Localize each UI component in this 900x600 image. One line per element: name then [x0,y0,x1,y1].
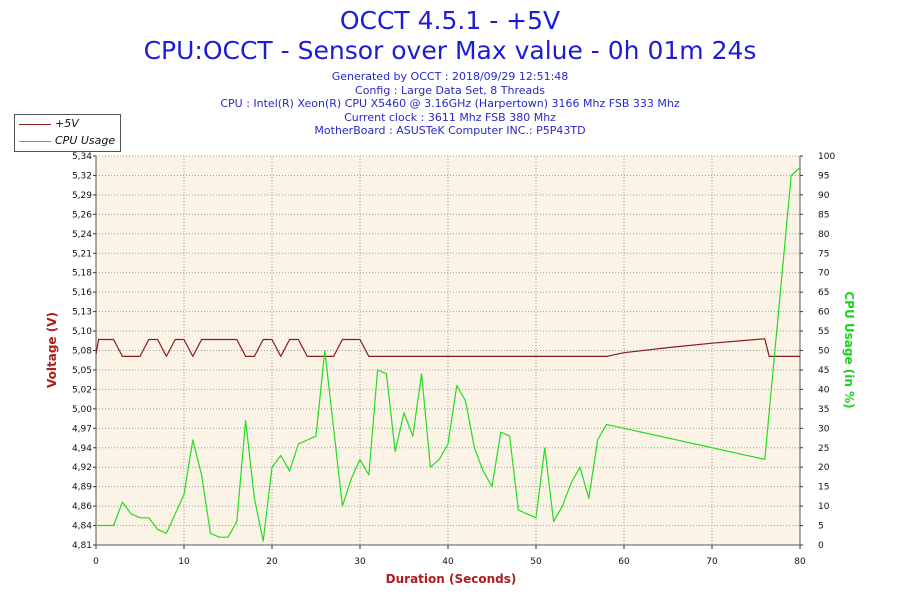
y-tick-label-right: 95 [818,171,829,181]
info-motherboard: MotherBoard : ASUSTeK Computer INC.: P5P… [314,124,586,138]
x-tick-label: 20 [266,557,278,567]
y-tick-label-left: 4,92 [72,463,92,473]
info-generated: Generated by OCCT : 2018/09/29 12:51:48 [331,70,569,83]
y-tick-label-right: 65 [818,288,829,298]
y-tick-label-right: 75 [818,249,829,259]
y-tick-label-right: 0 [818,541,824,551]
x-tick-label: 40 [442,557,454,567]
y-tick-label-right: 15 [818,483,829,493]
y-tick-label-left: 5,05 [72,366,92,376]
info-config: Config : Large Data Set, 8 Threads [355,83,545,97]
y-tick-label-right: 35 [818,405,829,415]
legend-label-voltage: +5V [55,117,79,130]
legend-swatch-voltage [19,124,51,125]
y-tick-label-right: 40 [818,385,830,395]
y-tick-label-left: 5,34 [72,152,92,162]
y-tick-label-right: 55 [818,327,829,337]
y-tick-label-left: 4,89 [72,483,92,493]
y-tick-label-left: 4,81 [72,541,92,551]
y-tick-label-right: 100 [818,152,835,162]
y-tick-label-left: 5,08 [72,347,92,357]
y-tick-label-left: 4,84 [72,522,92,532]
y-tick-label-left: 5,21 [72,249,92,259]
y-tick-label-right: 20 [818,463,830,473]
y-axis-title-left: Voltage (V) [45,312,59,388]
y-tick-label-left: 5,02 [72,385,92,395]
legend-item-voltage: +5V [15,116,120,132]
chart-subtitle: CPU:OCCT - Sensor over Max value - 0h 01… [143,36,757,65]
y-tick-label-right: 45 [818,366,829,376]
info-cpu: CPU : Intel(R) Xeon(R) CPU X5460 @ 3.16G… [220,97,680,111]
y-tick-label-left: 5,26 [72,210,92,220]
series-line-cpu-usage [96,167,801,542]
info-clock: Current clock : 3611 Mhz FSB 380 Mhz [344,110,556,124]
legend-label-cpu-usage: CPU Usage [55,134,116,147]
y-tick-label-left: 4,86 [72,502,92,512]
x-tick-label: 80 [794,557,806,567]
y-tick-label-right: 30 [818,424,830,434]
x-tick-label: 50 [530,557,542,567]
y-tick-label-right: 25 [818,444,829,454]
y-tick-label-right: 50 [818,347,830,357]
y-tick-label-left: 5,10 [72,327,92,337]
y-tick-label-right: 5 [818,522,824,532]
x-tick-label: 70 [706,557,718,567]
y-tick-label-left: 5,18 [72,269,92,279]
x-tick-label: 0 [93,557,99,567]
y-tick-label-left: 4,94 [72,444,92,454]
x-axis-title: Duration (Seconds) [385,572,517,586]
legend-item-cpu-usage: CPU Usage [15,133,120,149]
y-tick-label-left: 5,24 [72,230,92,240]
y-tick-label-right: 90 [818,191,830,201]
y-tick-label-left: 4,97 [72,424,92,434]
x-tick-label: 10 [178,557,190,567]
y-tick-label-left: 5,32 [72,171,92,181]
info-block: Generated by OCCT : 2018/09/29 12:51:48 … [0,70,900,138]
y-tick-label-left: 5,29 [72,191,92,201]
y-axis-title-right: CPU Usage (in %) [842,291,856,409]
y-tick-label-left: 5,16 [72,288,92,298]
y-tick-label-right: 10 [818,502,830,512]
y-tick-label-right: 80 [818,230,830,240]
y-tick-label-right: 60 [818,308,830,318]
y-tick-label-right: 85 [818,210,829,220]
x-tick-label: 60 [618,557,630,567]
x-tick-label: 30 [354,557,366,567]
legend: +5V CPU Usage [14,114,121,152]
y-tick-label-left: 5,13 [72,308,92,318]
y-tick-label-right: 70 [818,269,830,279]
legend-swatch-cpu-usage [19,141,51,142]
series-line-voltage [95,338,800,357]
chart-title: OCCT 4.5.1 - +5V [339,6,561,35]
y-tick-label-left: 5,00 [72,405,92,415]
